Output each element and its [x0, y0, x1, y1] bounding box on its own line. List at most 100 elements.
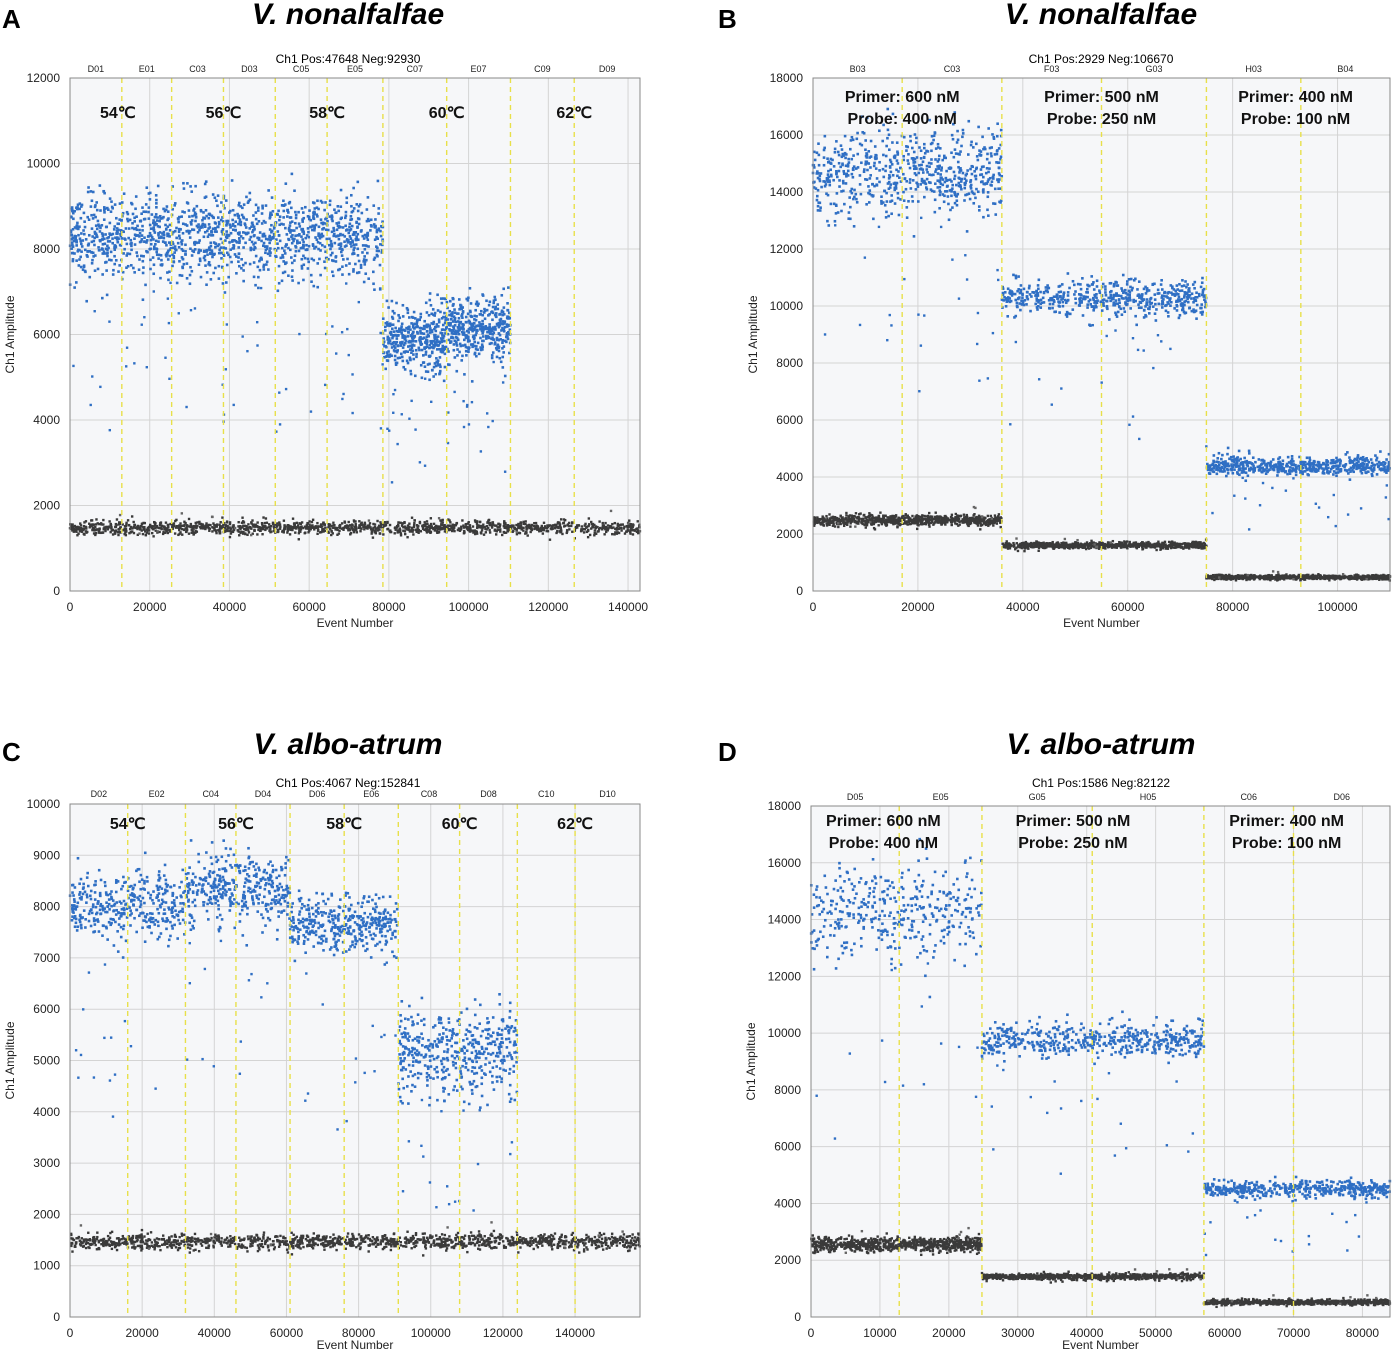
negative-droplet	[877, 518, 881, 522]
positive-droplet	[189, 247, 192, 251]
positive-droplet	[177, 220, 180, 224]
negative-droplet	[469, 527, 472, 530]
negative-droplet	[152, 535, 155, 538]
positive-droplet	[185, 262, 189, 265]
negative-droplet	[410, 526, 414, 530]
negative-droplet	[454, 523, 458, 527]
negative-droplet	[832, 520, 835, 523]
negative-droplet	[963, 516, 966, 519]
negative-droplet	[997, 515, 1000, 518]
positive-droplet	[508, 351, 511, 355]
positive-droplet	[70, 241, 74, 244]
positive-droplet	[446, 321, 450, 325]
positive-droplet	[467, 331, 471, 334]
positive-droplet	[282, 223, 285, 226]
positive-droplet	[462, 333, 466, 336]
negative-droplet	[228, 526, 231, 529]
positive-droplet	[335, 222, 339, 225]
positive-droplet	[386, 338, 390, 341]
negative-droplet	[244, 528, 247, 532]
negative-droplet	[921, 522, 925, 526]
positive-droplet	[344, 264, 348, 267]
positive-droplet	[494, 312, 498, 315]
negative-droplet	[123, 532, 126, 536]
positive-droplet	[493, 325, 497, 329]
negative-droplet	[901, 522, 905, 525]
positive-droplet	[257, 275, 260, 279]
positive-droplet	[411, 331, 415, 334]
positive-droplet	[441, 328, 445, 331]
positive-droplet	[217, 264, 221, 268]
negative-droplet	[474, 520, 477, 524]
positive-droplet	[385, 359, 389, 362]
positive-droplet	[331, 270, 334, 274]
negative-droplet	[827, 523, 831, 526]
positive-droplet	[330, 215, 334, 219]
positive-droplet	[273, 225, 276, 229]
positive-droplet	[298, 232, 301, 236]
negative-droplet	[525, 527, 529, 530]
negative-droplet	[386, 521, 389, 524]
positive-droplet	[122, 252, 125, 255]
positive-droplet	[344, 210, 348, 214]
negative-droplet	[628, 525, 632, 528]
negative-droplet	[211, 530, 214, 533]
negative-droplet	[920, 517, 924, 520]
positive-droplet	[192, 228, 196, 232]
positive-droplet	[75, 281, 78, 284]
negative-droplet	[388, 523, 392, 527]
positive-droplet	[453, 356, 457, 359]
positive-droplet	[482, 311, 486, 314]
negative-droplet	[542, 528, 545, 532]
negative-droplet	[924, 522, 928, 526]
positive-droplet	[225, 230, 228, 233]
negative-droplet	[533, 522, 536, 525]
positive-droplet	[488, 323, 491, 326]
negative-droplet	[484, 527, 487, 531]
positive-droplet	[432, 343, 435, 347]
negative-droplet	[85, 531, 88, 534]
y-axis-label: Ch1 Amplitude	[3, 295, 17, 373]
y-tick-label: 16000	[770, 128, 804, 142]
negative-droplet	[237, 525, 240, 528]
negative-droplet	[424, 528, 428, 531]
positive-droplet	[120, 237, 124, 240]
positive-droplet	[396, 344, 400, 347]
positive-droplet	[91, 190, 95, 194]
positive-droplet	[426, 333, 430, 336]
positive-droplet	[425, 335, 429, 339]
negative-droplet	[307, 531, 310, 534]
negative-droplet	[942, 520, 946, 523]
positive-droplet	[502, 329, 506, 333]
negative-droplet	[825, 514, 828, 518]
positive-droplet	[439, 297, 443, 300]
negative-droplet	[614, 527, 617, 531]
positive-droplet	[374, 226, 377, 229]
negative-droplet	[636, 527, 639, 530]
positive-droplet	[204, 195, 208, 199]
positive-droplet	[95, 201, 99, 204]
positive-droplet	[189, 308, 193, 312]
positive-droplet	[331, 251, 334, 255]
positive-droplet	[193, 211, 197, 215]
negative-droplet	[844, 522, 847, 526]
positive-droplet	[186, 202, 190, 205]
negative-droplet	[379, 524, 382, 527]
positive-droplet	[338, 247, 342, 250]
negative-droplet	[132, 531, 136, 535]
positive-droplet	[453, 308, 456, 311]
positive-droplet	[405, 359, 409, 363]
negative-droplet	[412, 525, 416, 529]
negative-droplet	[173, 524, 176, 528]
negative-droplet	[464, 525, 468, 528]
positive-droplet	[423, 464, 427, 467]
positive-droplet	[452, 315, 456, 318]
positive-droplet	[351, 373, 354, 376]
positive-droplet	[439, 365, 442, 369]
negative-droplet	[849, 517, 853, 520]
positive-droplet	[471, 343, 474, 346]
positive-droplet	[97, 248, 101, 252]
negative-droplet	[473, 529, 477, 532]
positive-droplet	[410, 351, 413, 354]
positive-droplet	[231, 228, 235, 232]
